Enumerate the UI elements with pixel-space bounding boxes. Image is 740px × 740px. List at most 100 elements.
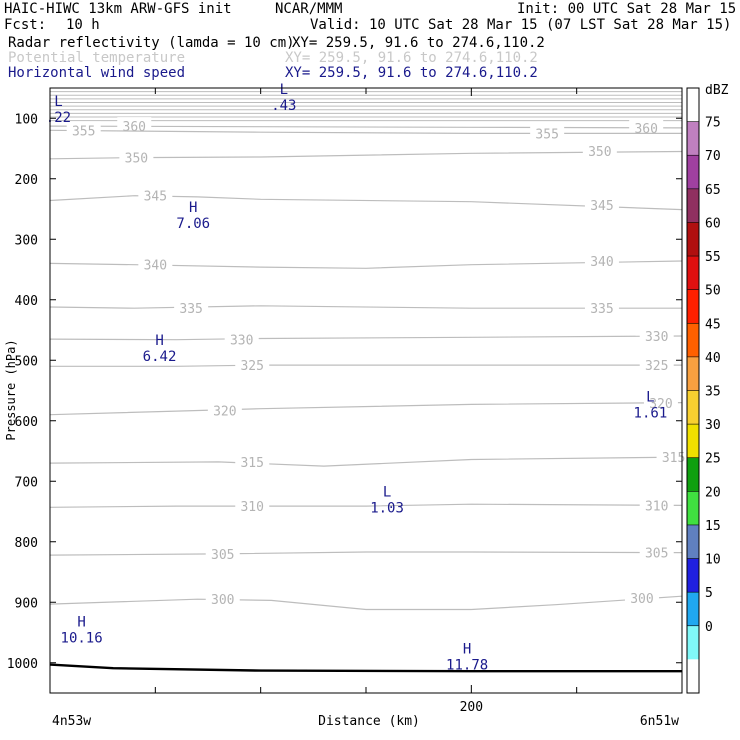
theta-label-bg xyxy=(584,299,619,316)
wind-extremum-type: L xyxy=(54,94,62,110)
colorbar-segment xyxy=(687,659,699,693)
wind-extremum-value: 7.06 xyxy=(176,216,210,232)
org-title: NCAR/MMM xyxy=(275,1,343,17)
theta-contour-label: 335 xyxy=(179,302,202,317)
theta-label-bg xyxy=(584,252,619,269)
field-reflectivity-name: Radar reflectivity (lamda = 10 cm) xyxy=(8,35,295,51)
colorbar-segment xyxy=(687,558,699,593)
colorbar-segment xyxy=(687,592,699,626)
colorbar-segment xyxy=(687,625,699,660)
colorbar-level-label: 50 xyxy=(705,284,721,299)
theta-contour-line xyxy=(49,305,682,309)
theta-label-bg xyxy=(639,327,674,344)
theta-contours: 360 360 355 355 350 350 345 345 340 340 335 335 330 3… xyxy=(49,91,691,611)
theta-label-bg xyxy=(235,356,270,373)
colorbar-level-label: 10 xyxy=(705,553,721,568)
theta-label-bg xyxy=(530,124,565,141)
colorbar-segment xyxy=(687,88,699,122)
colorbar-level-label: 15 xyxy=(705,519,721,534)
theta-label-bg xyxy=(639,496,674,513)
theta-contour-label: 360 xyxy=(634,122,657,137)
colorbar-level-label: 65 xyxy=(705,183,721,198)
theta-label-bg xyxy=(66,121,101,138)
theta-label-bg xyxy=(138,186,173,203)
field-wind-name: Horizontal wind speed xyxy=(8,65,186,81)
theta-label-bg xyxy=(119,148,154,165)
theta-label-bg xyxy=(624,589,659,606)
theta-contour-line xyxy=(49,551,683,556)
terrain-surface-line xyxy=(49,663,682,673)
theta-contour-line xyxy=(49,456,683,467)
theta-contour-line xyxy=(49,129,682,134)
theta-contour-label: 305 xyxy=(645,547,668,562)
wind-extremum-type: H xyxy=(463,642,471,658)
field-theta-name: Potential temperature xyxy=(8,50,186,66)
colorbar-level-label: 35 xyxy=(705,385,721,400)
colorbar-segment xyxy=(687,256,699,290)
field-reflectivity-xy: XY= 259.5, 91.6 to 274.6,110.2 xyxy=(292,35,545,51)
colorbar-segment xyxy=(687,323,699,357)
colorbar-level-label: 60 xyxy=(705,216,721,231)
y-tick-label: 1000 xyxy=(7,657,38,672)
field-wind-xy: XY= 259.5, 91.6 to 274.6,110.2 xyxy=(285,65,538,81)
colorbar-segment xyxy=(687,457,699,492)
wind-extremum-type: L xyxy=(280,82,288,98)
theta-contour-label: 320 xyxy=(649,397,672,412)
theta-contour-label: 315 xyxy=(240,456,263,471)
theta-label-bg xyxy=(643,394,678,411)
init-time: Init: 00 UTC Sat 28 Mar 15 xyxy=(517,1,737,17)
theta-contour-line xyxy=(49,260,683,269)
colorbar-segment xyxy=(687,524,699,559)
colorbar-segment xyxy=(687,222,699,257)
x-tick-label: 200 xyxy=(460,700,483,715)
colorbar-segment xyxy=(687,390,699,425)
theta-label-bg xyxy=(639,356,674,373)
theta-contour-line xyxy=(49,335,683,341)
y-tick-label: 800 xyxy=(15,536,38,551)
distance-axis: 200 xyxy=(154,88,683,715)
x-axis-label: Distance (km) xyxy=(318,714,420,729)
theta-contour-line xyxy=(49,195,683,211)
theta-contour-line xyxy=(49,595,683,611)
colorbar-level-label: 75 xyxy=(705,116,721,131)
theta-contour-label: 330 xyxy=(230,334,253,349)
theta-contour-line xyxy=(49,150,683,160)
theta-contour-label: 325 xyxy=(240,359,263,374)
y-tick-label: 700 xyxy=(15,475,38,490)
colorbar-segment xyxy=(687,424,699,458)
y-tick-label: 100 xyxy=(15,112,38,127)
colorbar-segment xyxy=(687,289,699,324)
y-tick-label: 900 xyxy=(15,596,38,611)
theta-label-bg xyxy=(205,544,240,561)
theta-contour-label: 310 xyxy=(240,500,263,515)
colorbar-segment xyxy=(687,356,699,391)
colorbar-segment xyxy=(687,491,699,525)
theta-label-bg xyxy=(205,590,240,607)
forecast-hour: 10 h xyxy=(66,17,100,33)
colorbar-level-label: 25 xyxy=(705,452,721,467)
colorbar-segment xyxy=(687,121,699,156)
colorbar-segment xyxy=(687,155,699,189)
wind-extremum-value: 1.61 xyxy=(634,405,668,421)
colorbar-level-label: 45 xyxy=(705,317,721,332)
theta-contour-line xyxy=(49,503,683,508)
theta-contour-label: 350 xyxy=(588,145,611,160)
theta-label-bg xyxy=(174,299,209,316)
colorbar-level-label: 70 xyxy=(705,149,721,164)
theta-label-bg xyxy=(235,452,270,469)
wind-extremum-type: H xyxy=(155,333,163,349)
theta-contour-label: 345 xyxy=(144,190,167,205)
theta-label-bg xyxy=(639,543,674,560)
forecast-label: Fcst: xyxy=(4,17,47,33)
theta-label-bg xyxy=(235,497,270,514)
theta-contour-label: 320 xyxy=(213,404,236,419)
start-location-label: 4n53w xyxy=(52,714,91,729)
colorbar-segment xyxy=(687,188,699,223)
theta-label-bg xyxy=(224,330,259,347)
colorbar-level-label: 55 xyxy=(705,250,721,265)
theta-contour-label: 355 xyxy=(535,127,558,142)
y-tick-label: 600 xyxy=(15,415,38,430)
